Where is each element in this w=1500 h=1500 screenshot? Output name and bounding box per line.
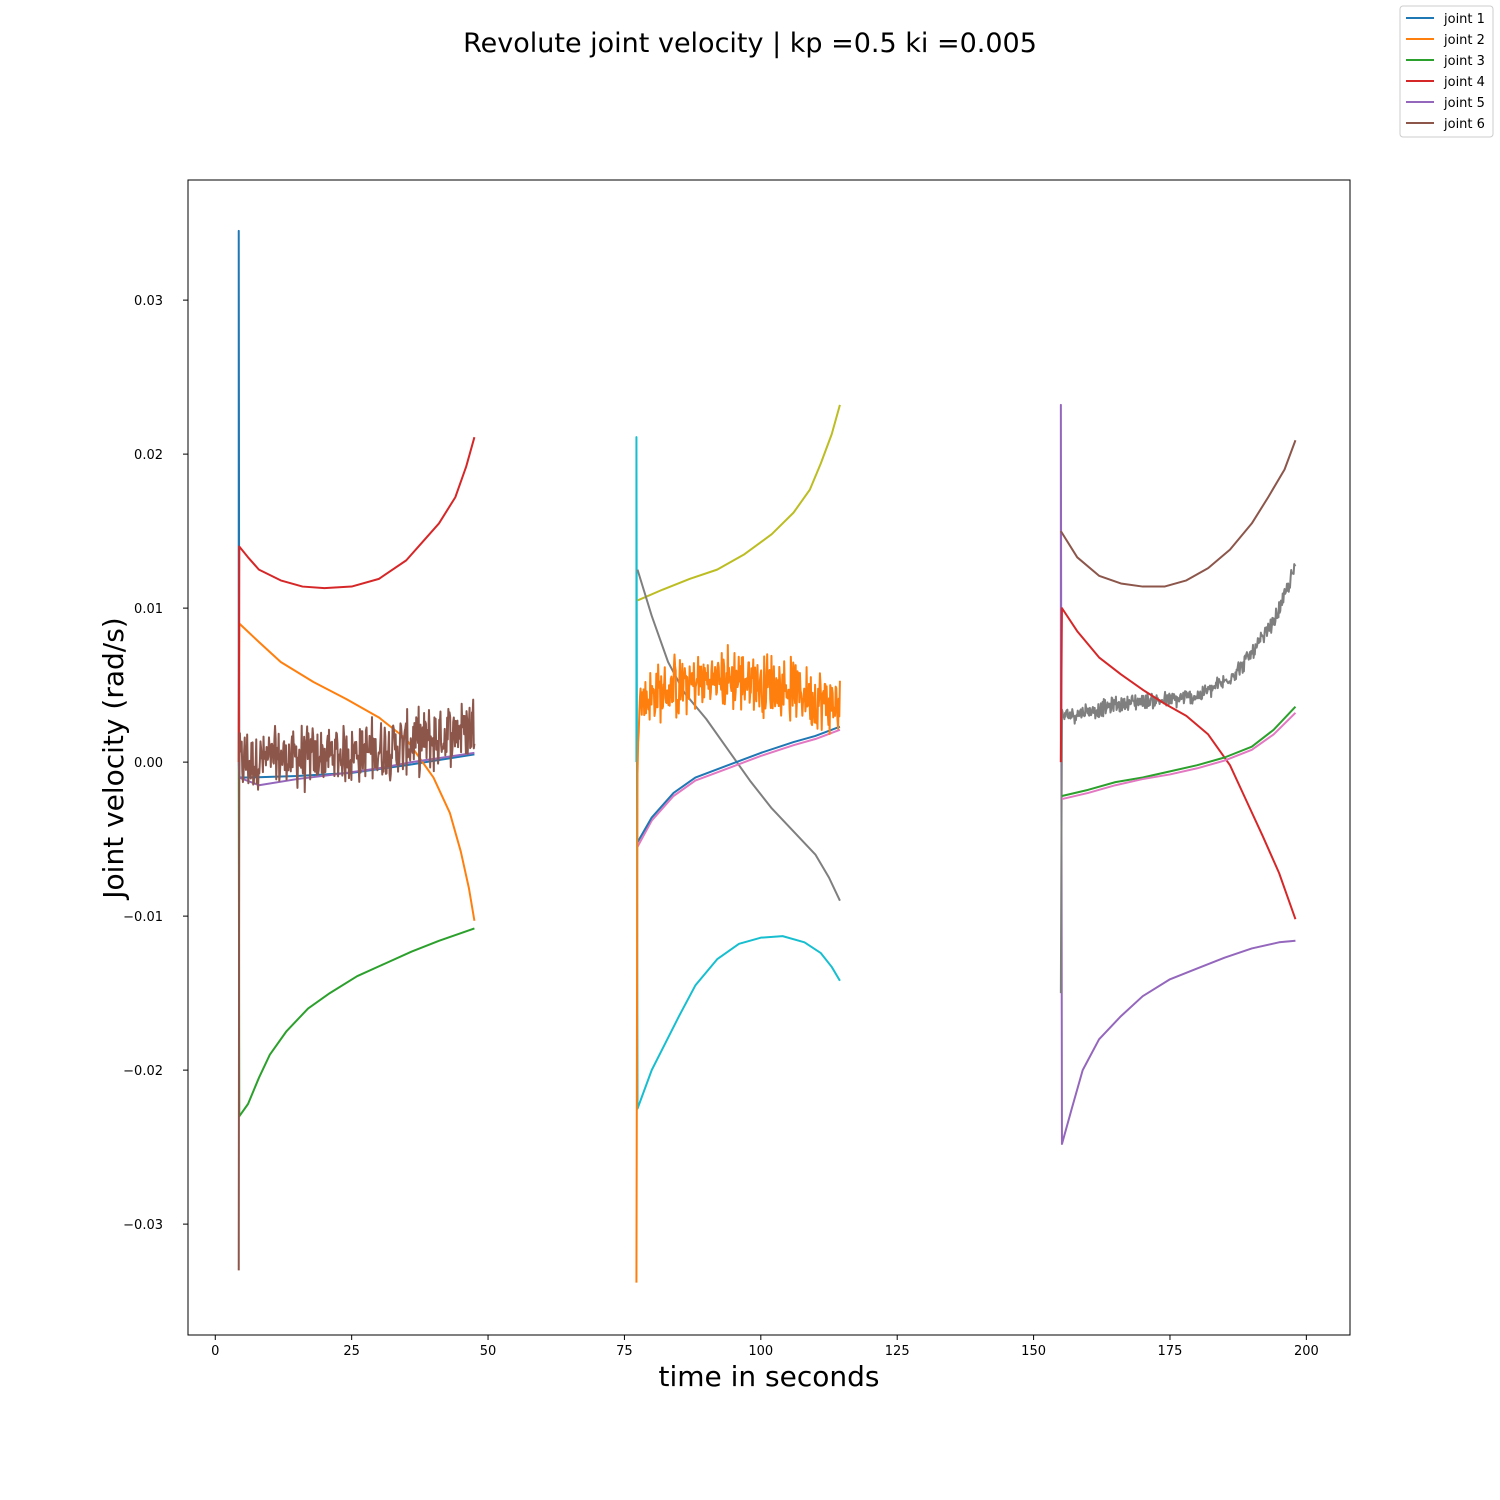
x-tick-label: 25 <box>343 1344 360 1359</box>
series-line-16 <box>1059 607 1297 920</box>
x-tick-label: 150 <box>1021 1344 1046 1359</box>
series-line-7 <box>635 436 841 1110</box>
y-tick-label: 0.02 <box>134 448 163 463</box>
y-axis-ticks: −0.03 −0.02 −0.01 0.00 0.01 0.02 0.03 <box>123 294 188 1233</box>
series-line-4 <box>237 436 476 763</box>
axes-frame <box>187 179 1351 1336</box>
y-tick-label: 0.01 <box>134 602 163 617</box>
x-tick-label: 0 <box>211 1344 219 1359</box>
series-line-13 <box>1059 403 1296 1146</box>
legend-entry-label: joint 6 <box>1443 117 1485 132</box>
x-axis-label: time in seconds <box>658 1360 879 1393</box>
legend-entry-label: joint 4 <box>1443 75 1485 90</box>
legend-entry-label: joint 5 <box>1443 96 1485 111</box>
plot-area <box>187 179 1351 1336</box>
y-tick-label: −0.02 <box>123 1064 163 1079</box>
x-tick-label: 175 <box>1158 1344 1183 1359</box>
legend: joint 1 joint 2 joint 3 joint 4 joint 5 joint… <box>1399 5 1494 138</box>
series-line-11 <box>636 725 841 843</box>
x-tick-label: 200 <box>1294 1344 1319 1359</box>
x-tick-label: 50 <box>480 1344 497 1359</box>
x-tick-label: 125 <box>885 1344 910 1359</box>
series-line-2 <box>237 622 476 921</box>
y-tick-label: 0.03 <box>134 294 163 309</box>
series-line-15 <box>1059 563 1297 994</box>
series-line-10 <box>636 728 841 848</box>
series-line-12 <box>635 644 841 1283</box>
x-tick-label: 100 <box>748 1344 773 1359</box>
y-tick-label: 0.00 <box>134 756 163 771</box>
legend-entry-label: joint 2 <box>1443 33 1485 48</box>
legend-entry-label: joint 1 <box>1443 12 1485 27</box>
series-line-8 <box>637 404 841 602</box>
y-tick-label: −0.01 <box>123 910 163 925</box>
series-line-6 <box>237 698 476 1271</box>
x-axis-ticks: 0 25 50 75 100 125 150 175 200 <box>211 1335 1319 1359</box>
series-line-14 <box>1060 439 1297 588</box>
series-line-3 <box>237 762 475 1118</box>
chart-title: Revolute joint velocity | kp =0.5 ki =0.… <box>463 28 1037 59</box>
x-tick-label: 75 <box>616 1344 633 1359</box>
legend-entry-label: joint 3 <box>1443 54 1485 69</box>
y-axis-label: Joint velocity (rad/s) <box>97 617 130 900</box>
series-line-18 <box>1061 712 1297 801</box>
series-layer <box>237 229 1297 1283</box>
y-tick-label: −0.03 <box>123 1218 163 1233</box>
series-line-17 <box>1061 705 1297 797</box>
